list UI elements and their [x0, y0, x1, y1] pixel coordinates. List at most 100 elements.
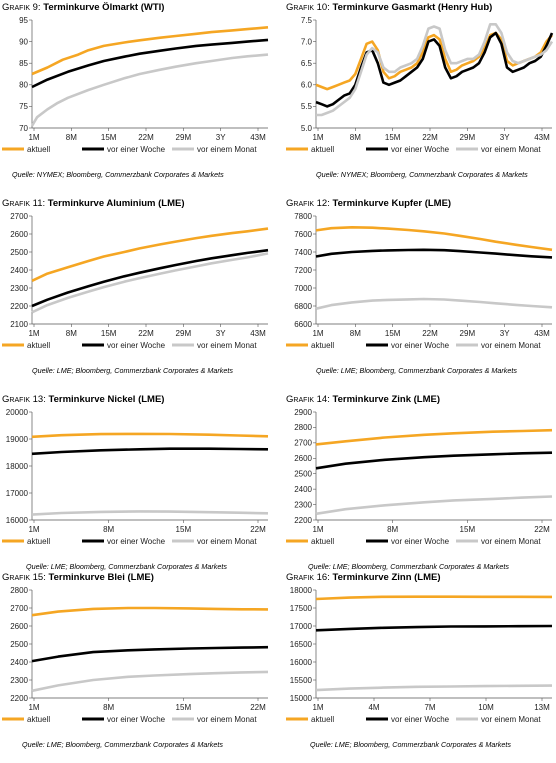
- y-tick-label: 2800: [10, 586, 28, 595]
- legend-label: aktuell: [27, 537, 50, 546]
- legend-label: vor einem Monat: [197, 341, 257, 350]
- y-tick-label: 20000: [6, 408, 29, 417]
- series-line: [31, 606, 269, 617]
- x-tick-label: 15M: [460, 525, 476, 534]
- x-tick-label: 7M: [424, 703, 435, 712]
- x-tick-label: 15M: [385, 329, 401, 338]
- y-tick-label: 2500: [10, 248, 28, 257]
- chart-number: Grafik 15:: [2, 572, 46, 583]
- chart-panel-wti: Grafik 9: Terminkurve Ölmarkt (WTI) 70 75…: [2, 2, 274, 192]
- chart-source: Quelle: LME; Bloomberg, Commerzbank Corp…: [26, 562, 227, 571]
- x-tick-label: 22M: [250, 525, 266, 534]
- series-line: [31, 645, 269, 663]
- series-line: [31, 447, 269, 456]
- x-tick-label: 22M: [422, 329, 438, 338]
- y-tick-label: 7800: [294, 212, 312, 221]
- legend-label: aktuell: [311, 715, 334, 724]
- series-line: [31, 227, 269, 282]
- legend-label: aktuell: [311, 537, 334, 546]
- legend-label: vor einer Woche: [107, 341, 166, 350]
- chart-title-text: Terminkurve Kupfer (LME): [332, 198, 452, 209]
- chart-panel-aluminium: Grafik 11: Terminkurve Aluminium (LME) 2…: [2, 198, 274, 388]
- y-tick-label: 16000: [6, 516, 29, 525]
- x-tick-label: 1M: [312, 703, 323, 712]
- y-tick-label: 2600: [10, 230, 28, 239]
- y-tick-label: 80: [19, 81, 28, 90]
- legend-label: aktuell: [27, 715, 50, 724]
- series-line: [31, 252, 269, 314]
- chart-number: Grafik 10:: [286, 2, 330, 13]
- x-tick-label: 15M: [101, 133, 117, 142]
- chart-svg: 70 75 80 85 90 95 1M 8M 15M 22M 29M 3Y 43M aktuell vor…: [2, 16, 269, 154]
- y-tick-label: 6800: [294, 302, 312, 311]
- chart-source: Quelle: LME; Bloomberg, Commerzbank Corp…: [310, 740, 511, 749]
- series-line: [315, 248, 553, 259]
- legend-label: aktuell: [311, 341, 334, 350]
- x-tick-label: 10M: [478, 703, 494, 712]
- y-tick-label: 6.5: [301, 59, 313, 68]
- legend-label: vor einem Monat: [481, 537, 541, 546]
- x-tick-label: 29M: [176, 133, 192, 142]
- x-tick-label: 8M: [103, 525, 114, 534]
- y-tick-label: 7400: [294, 248, 312, 257]
- y-tick-label: 7.0: [301, 37, 313, 46]
- chart-svg: 16000 17000 18000 19000 20000 1M 8M 15M 22M aktue…: [2, 408, 269, 546]
- series-line: [315, 31, 553, 91]
- y-tick-label: 18000: [6, 462, 29, 471]
- chart-panel-blei: Grafik 15: Terminkurve Blei (LME) 2200 23…: [2, 572, 274, 762]
- y-tick-label: 2700: [10, 212, 28, 221]
- x-tick-label: 43M: [534, 133, 550, 142]
- legend-label: vor einem Monat: [481, 715, 541, 724]
- chart-title-text: Terminkurve Zink (LME): [332, 394, 441, 405]
- chart-number: Grafik 12:: [286, 198, 330, 209]
- series-line: [30, 53, 269, 127]
- x-tick-label: 43M: [534, 329, 550, 338]
- x-tick-label: 8M: [350, 329, 361, 338]
- y-tick-label: 2900: [294, 408, 312, 417]
- x-tick-label: 15M: [101, 329, 117, 338]
- chart-title: Grafik 12: Terminkurve Kupfer (LME): [286, 198, 451, 209]
- x-tick-label: 15M: [176, 703, 192, 712]
- chart-title: Grafik 16: Terminkurve Zinn (LME): [286, 572, 441, 583]
- chart-number: Grafik 11:: [2, 198, 46, 209]
- series-line: [31, 432, 269, 439]
- series-line: [315, 451, 553, 470]
- x-tick-label: 3Y: [500, 133, 510, 142]
- legend-label: aktuell: [27, 145, 50, 154]
- chart-panel-henry-hub: Grafik 10: Terminkurve Gasmarkt (Henry H…: [286, 2, 556, 192]
- chart-title-text: Terminkurve Aluminium (LME): [47, 198, 185, 209]
- chart-title-text: Terminkurve Blei (LME): [48, 572, 154, 583]
- chart-source: Quelle: LME; Bloomberg, Commerzbank Corp…: [308, 562, 509, 571]
- series-line: [315, 428, 553, 446]
- y-tick-label: 2800: [294, 423, 312, 432]
- series-line: [315, 31, 554, 108]
- y-tick-label: 17000: [290, 622, 313, 631]
- series-line: [31, 510, 269, 516]
- x-tick-label: 3Y: [500, 329, 510, 338]
- y-tick-label: 5.5: [301, 102, 313, 111]
- x-tick-label: 43M: [250, 329, 266, 338]
- chart-source: Quelle: NYMEX; Bloomberg, Commerzbank Co…: [316, 170, 528, 179]
- legend-label: vor einem Monat: [197, 715, 257, 724]
- y-tick-label: 7000: [294, 284, 312, 293]
- y-tick-label: 7200: [294, 266, 312, 275]
- legend-label: aktuell: [27, 341, 50, 350]
- x-tick-label: 22M: [138, 133, 154, 142]
- series-line: [315, 624, 553, 632]
- chart-title-text: Terminkurve Ölmarkt (WTI): [43, 2, 165, 13]
- x-tick-label: 1M: [28, 133, 39, 142]
- series-line: [315, 297, 553, 310]
- chart-title: Grafik 13: Terminkurve Nickel (LME): [2, 394, 164, 405]
- y-tick-label: 17500: [290, 604, 313, 613]
- x-tick-label: 8M: [66, 133, 77, 142]
- legend-label: vor einem Monat: [197, 145, 257, 154]
- x-tick-label: 8M: [387, 525, 398, 534]
- legend-label: vor einem Monat: [197, 537, 257, 546]
- x-tick-label: 8M: [66, 329, 77, 338]
- chart-source: Quelle: LME; Bloomberg, Commerzbank Corp…: [32, 366, 233, 375]
- chart-svg: 2100 2200 2300 2400 2500 2600 2700 1M 8M 15M 22M 29…: [2, 212, 269, 350]
- y-tick-label: 2300: [294, 500, 312, 509]
- x-tick-label: 43M: [250, 133, 266, 142]
- x-tick-label: 8M: [103, 703, 114, 712]
- chart-svg: 15000 15500 16000 16500 17000 17500 18000 1M 4M 7…: [286, 586, 553, 724]
